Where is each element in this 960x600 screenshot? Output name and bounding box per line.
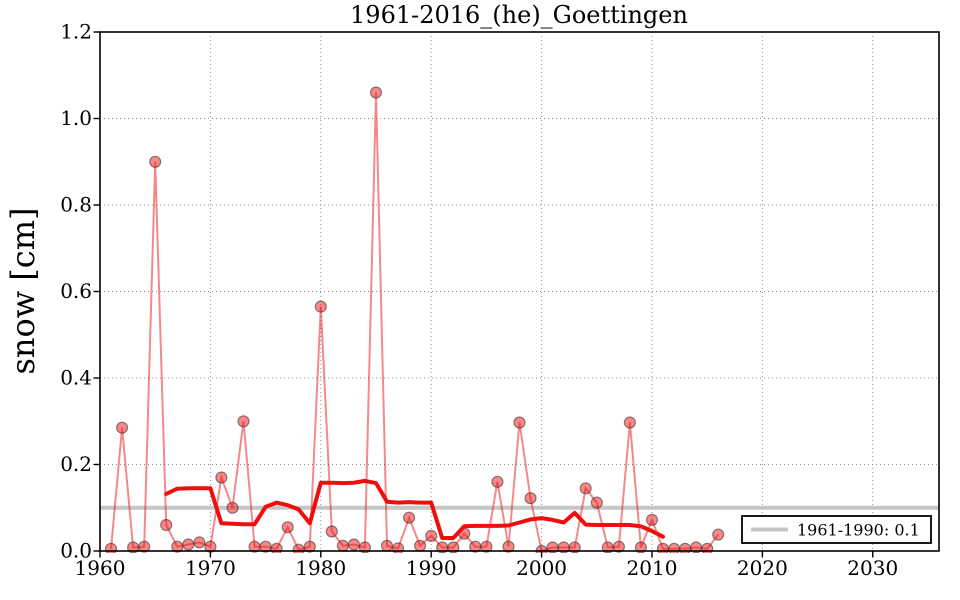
data-point [336, 539, 349, 552]
data-point [403, 511, 416, 524]
data-point [369, 86, 383, 99]
x-tick-label: 2020 [737, 556, 788, 580]
x-tick-label: 2030 [847, 556, 898, 580]
data-point [579, 482, 592, 495]
data-point [612, 540, 626, 553]
annual-series-line [110, 92, 719, 553]
data-point [149, 155, 162, 168]
y-tick-label: 1.0 [60, 106, 92, 130]
x-tick-label: 1960 [75, 556, 126, 580]
chart-title: 1961-2016_(he)_Goettingen [350, 1, 688, 29]
data-point [160, 518, 173, 532]
data-point [623, 416, 637, 429]
data-point [182, 538, 195, 551]
data-point [480, 540, 493, 553]
data-point [215, 471, 228, 484]
data-point [414, 539, 427, 552]
data-point [292, 543, 305, 553]
data-point [281, 521, 294, 534]
data-point [679, 542, 692, 553]
data-point [524, 492, 537, 505]
data-point [656, 542, 670, 553]
data-point [668, 542, 681, 553]
y-tick-label: 0.4 [60, 366, 92, 390]
data-point [115, 421, 129, 434]
data-point [712, 528, 725, 541]
x-tick-label: 2000 [516, 556, 567, 580]
axes-spines [99, 31, 940, 552]
data-point [193, 536, 206, 549]
data-point [502, 540, 515, 553]
y-tick-label: 0.2 [60, 452, 92, 476]
x-tick-label: 1990 [406, 556, 457, 580]
legend: 1961-1990: 0.1 [741, 515, 932, 544]
running-mean-line [164, 478, 665, 540]
data-point [701, 542, 714, 553]
legend-label: 1961-1990: 0.1 [797, 521, 920, 540]
x-tick-label: 1980 [295, 556, 346, 580]
data-point [325, 525, 338, 538]
data-point [314, 300, 327, 313]
y-tick-label: 0.6 [60, 279, 92, 303]
data-point [645, 513, 659, 527]
data-point [392, 542, 405, 553]
annual-series [104, 86, 725, 553]
y-tick-label: 0.8 [60, 193, 92, 217]
legend-box [741, 515, 932, 544]
x-tick-label: 2010 [627, 556, 678, 580]
data-point [347, 538, 360, 551]
data-point [138, 540, 151, 553]
y-tick-label: 1.2 [60, 20, 92, 44]
plot-area: 1960 1970 1980 1990 2000 2010 2020 2030 0.0 0.2 0.… [60, 20, 940, 580]
data-point [303, 540, 316, 553]
data-point [491, 475, 504, 488]
data-point [104, 542, 118, 553]
y-axis-label: snow [cm] [4, 207, 42, 374]
data-point [237, 415, 250, 428]
data-point [425, 529, 438, 543]
data-point [226, 501, 239, 514]
data-point [590, 496, 603, 509]
data-point [270, 542, 283, 553]
data-point [513, 416, 526, 429]
x-tick-label: 1970 [185, 556, 236, 580]
y-tick-label: 0.0 [60, 539, 92, 563]
data-point [380, 539, 394, 552]
